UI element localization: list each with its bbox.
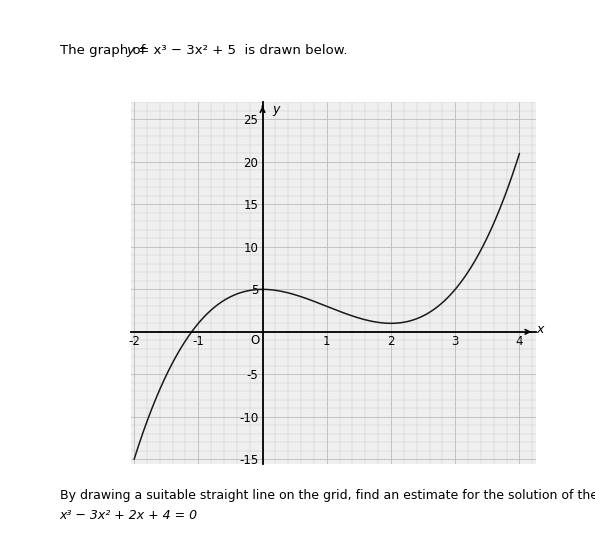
Text: O: O <box>250 334 259 347</box>
Text: x³ − 3x² + 2x + 4 = 0: x³ − 3x² + 2x + 4 = 0 <box>60 509 198 522</box>
Text: y: y <box>272 103 280 116</box>
Text: = x³ − 3x² + 5  is drawn below.: = x³ − 3x² + 5 is drawn below. <box>134 44 347 57</box>
Text: The graph of: The graph of <box>60 44 149 57</box>
Text: By drawing a suitable straight line on the grid, find an estimate for the soluti: By drawing a suitable straight line on t… <box>60 489 595 502</box>
Text: x: x <box>537 323 544 336</box>
Text: y: y <box>126 44 134 57</box>
